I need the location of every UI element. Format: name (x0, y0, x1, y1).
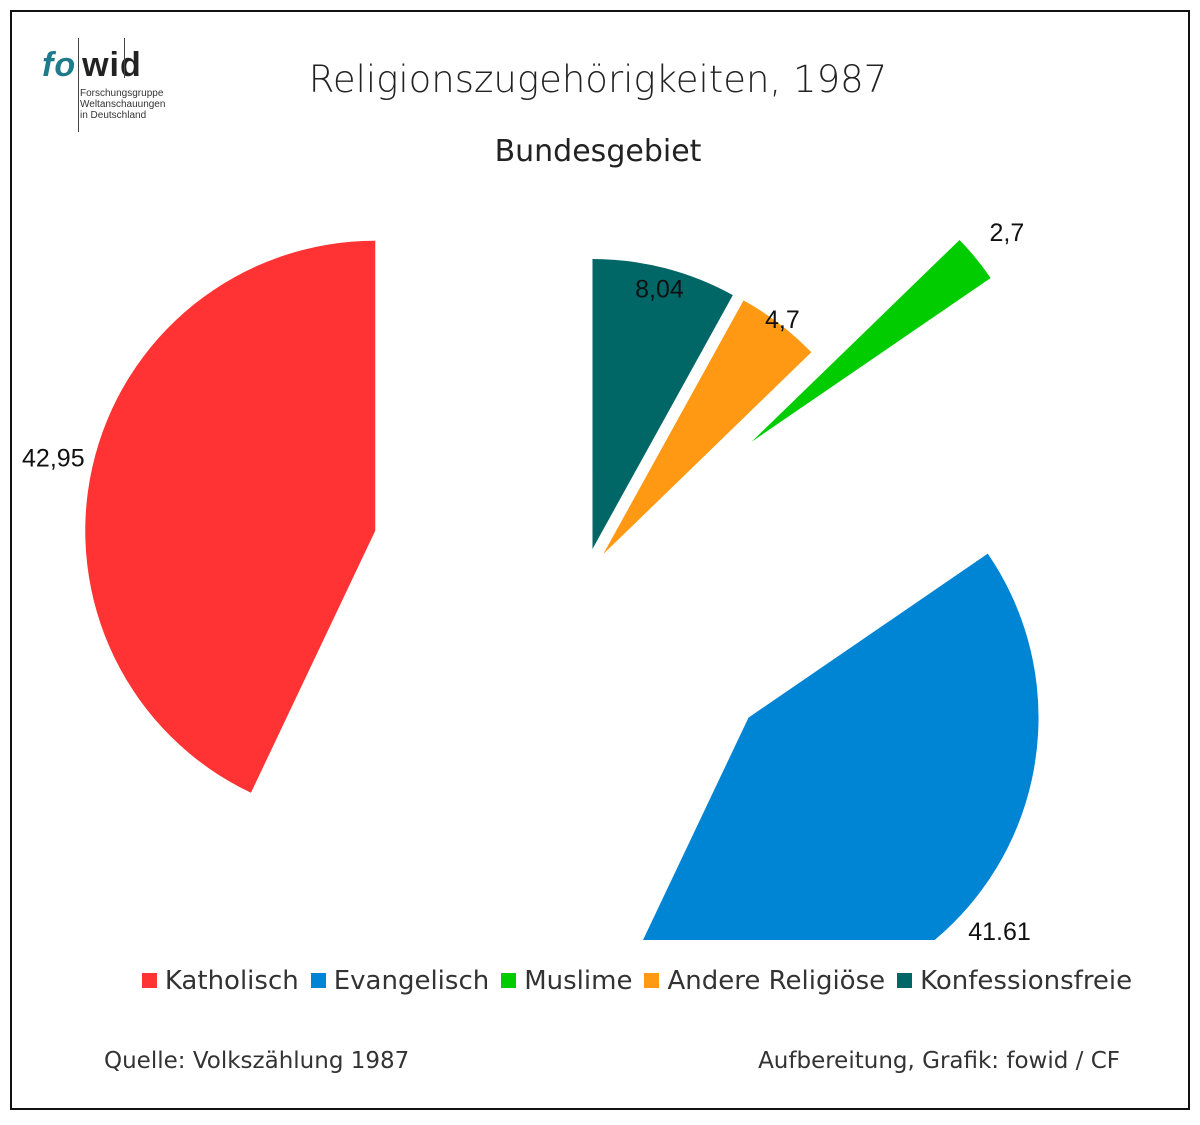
legend-item: Konfessionsfreie (897, 966, 1132, 996)
chart-title: Religionszugehörigkeiten, 1987 (308, 58, 888, 101)
legend-label: Konfessionsfreie (920, 966, 1133, 996)
pie-slice-evangelisch (643, 553, 1039, 940)
pie-chart: 8,04 4,7 2,7 41,61 42,95 (22, 219, 1039, 940)
legend-item: Katholisch (141, 966, 299, 996)
chart-subtitle: Bundesgebiet (494, 134, 702, 169)
source-note: Quelle: Volkszählung 1987 (104, 1048, 410, 1074)
logo-wordmark: fo wid (42, 46, 142, 85)
credit-note: Aufbereitung, Grafik: fowid / CF (758, 1048, 1120, 1074)
legend-label: Muslime (524, 966, 633, 996)
pie-slice-andere-religioese (603, 300, 812, 555)
logo-line-3: in Deutschland (80, 110, 147, 121)
logo-subtitle: Forschungsgruppe Weltanschauungen in Deu… (80, 88, 165, 121)
legend-item: Evangelisch (310, 966, 490, 996)
logo-fo: fo (42, 46, 77, 84)
data-label-konfessionsfreie: 8,04 (635, 275, 684, 303)
legend-swatch (644, 973, 660, 988)
legend-item: Muslime (501, 966, 632, 996)
logo-wid: wid (82, 46, 142, 84)
legend-label: Andere Religiöse (667, 966, 886, 996)
pie-slice-muslime (751, 239, 991, 442)
logo-divider (124, 38, 125, 78)
logo-line-1: Forschungsgruppe (80, 88, 164, 99)
pie-slice-konfessionsfreie (592, 258, 733, 549)
logo-divider (78, 38, 79, 132)
legend-item: Andere Religiöse (644, 966, 885, 996)
chart-legend: Katholisch Evangelisch Muslime Andere Relig… (0, 966, 1200, 996)
data-label-katholisch: 42,95 (22, 444, 85, 472)
data-label-evangelisch: 41,61 (968, 918, 1031, 940)
legend-swatch (501, 973, 517, 988)
fowid-logo: fo wid Forschungsgruppe Weltanschauungen … (42, 38, 182, 138)
legend-swatch (897, 973, 913, 988)
logo-line-2: Weltanschauungen (80, 99, 166, 110)
data-label-muslime: 2,7 (990, 219, 1025, 247)
pie-slice-katholisch (85, 240, 376, 793)
legend-swatch (310, 973, 326, 988)
legend-swatch (141, 973, 157, 988)
data-label-andere-religioese: 4,7 (765, 306, 800, 334)
legend-label: Katholisch (164, 966, 299, 996)
legend-label: Evangelisch (333, 966, 490, 996)
